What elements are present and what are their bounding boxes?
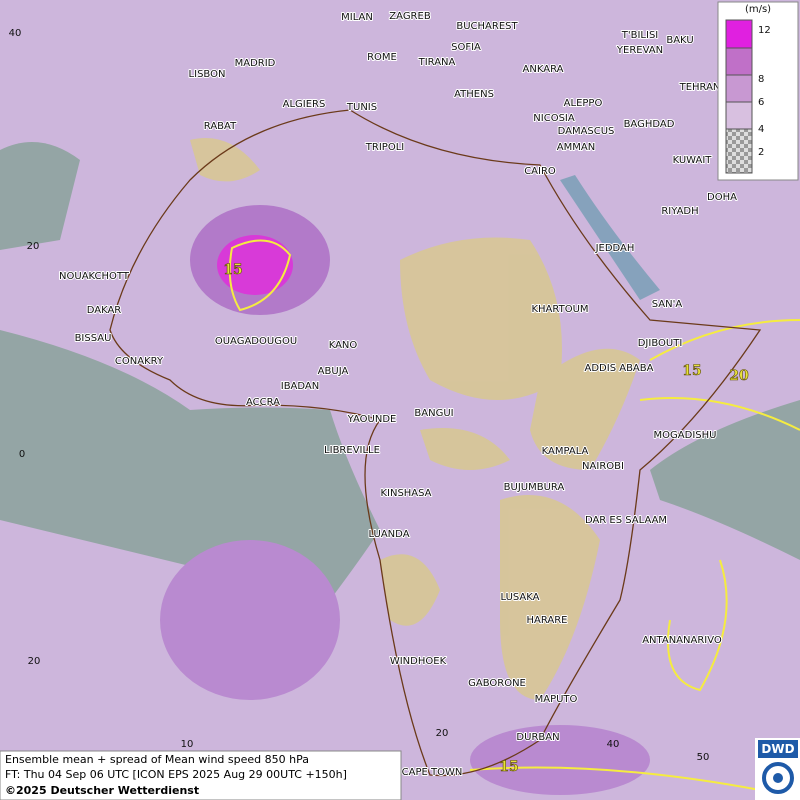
- city-label: TUNIS: [346, 102, 377, 113]
- city-label: NAIROBI: [582, 461, 624, 472]
- sea: [0, 142, 800, 600]
- land-relief: [190, 138, 640, 700]
- city-label: TIRANA: [418, 57, 456, 68]
- contour-label: 15: [682, 363, 701, 379]
- city-label: T'BILISI: [621, 30, 658, 41]
- city-label: ATHENS: [454, 89, 494, 100]
- footer: Ensemble mean + spread of Mean wind spee…: [0, 750, 402, 800]
- contour-label: 20: [729, 368, 749, 384]
- city-label: ALEPPO: [564, 98, 603, 109]
- city-label: WINDHOEK: [390, 656, 447, 667]
- city-label: AMMAN: [557, 142, 595, 153]
- city-label: MAPUTO: [535, 694, 578, 705]
- legend-level: 2: [758, 147, 764, 158]
- legend-level: 12: [758, 25, 771, 36]
- city-label: KUWAIT: [673, 155, 713, 166]
- city-label: LUANDA: [368, 529, 409, 540]
- city-label: ADDIS ABABA: [585, 363, 654, 374]
- city-label: NOUAKCHOTT: [59, 271, 130, 282]
- footer-copyright: ©2025 Deutscher Wetterdienst: [5, 784, 199, 797]
- city-label: BAGHDAD: [624, 119, 675, 130]
- city-label: DURBAN: [516, 732, 559, 743]
- city-label: KINSHASA: [380, 488, 431, 499]
- city-label: ALGIERS: [283, 99, 326, 110]
- city-label: OUAGADOUGOU: [215, 336, 297, 347]
- logo: DWD: [755, 738, 800, 800]
- logo-text: DWD: [761, 742, 794, 756]
- city-label: BUCHAREST: [456, 21, 518, 32]
- city-label: JEDDAH: [595, 243, 635, 254]
- city-label: SOFIA: [451, 42, 481, 53]
- city-label: RIYADH: [661, 206, 698, 217]
- legend-unit: (m/s): [745, 4, 771, 15]
- city-label: YEREVAN: [616, 45, 663, 56]
- city-label: HARARE: [526, 615, 567, 626]
- city-label: ZAGREB: [389, 11, 431, 22]
- city-label: DAMASCUS: [558, 126, 615, 137]
- city-label: SAN'A: [652, 299, 683, 310]
- legend-level: 8: [758, 74, 764, 85]
- city-label: ABUJA: [318, 366, 349, 377]
- latitude-label: 0: [19, 449, 25, 460]
- city-label: KHARTOUM: [531, 304, 588, 315]
- city-label: KANO: [329, 340, 358, 351]
- legend: (m/s) 12 8 6 4 2: [717, 1, 799, 181]
- city-label: BAKU: [666, 35, 693, 46]
- wind-high: [160, 205, 800, 795]
- longitude-label: 40: [607, 739, 620, 750]
- city-label: RABAT: [204, 121, 237, 132]
- longitude-label: 50: [697, 752, 710, 763]
- city-label: ROME: [367, 52, 397, 63]
- coastline: [109, 109, 762, 777]
- longitude-label: 20: [436, 728, 449, 739]
- city-label: ANKARA: [523, 64, 564, 75]
- city-label: NICOSIA: [533, 113, 575, 124]
- city-label: DAR ES SALAAM: [585, 515, 667, 526]
- city-label: DAKAR: [87, 305, 122, 316]
- latitude-label: 20: [28, 656, 41, 667]
- legend-level: 6: [758, 97, 764, 108]
- city-label: CAPE TOWN: [402, 767, 463, 778]
- city-label: BISSAU: [75, 333, 112, 344]
- footer-time: FT: Thu 04 Sep 06 UTC [ICON EPS 2025 Aug…: [5, 768, 347, 781]
- city-label: GABORONE: [468, 678, 526, 689]
- legend-level: 4: [758, 124, 764, 135]
- city-label: LISBON: [189, 69, 226, 80]
- city-label: CONAKRY: [115, 356, 164, 367]
- city-label: DJIBOUTI: [638, 338, 683, 349]
- city-label: BANGUI: [414, 408, 453, 419]
- city-label: MADRID: [235, 58, 276, 69]
- city-label: ANTANANARIVO: [642, 635, 722, 646]
- city-label: KAMPALA: [542, 446, 589, 457]
- latitude-label: 40: [9, 28, 22, 39]
- footer-title: Ensemble mean + spread of Mean wind spee…: [5, 753, 309, 766]
- city-label: CAIRO: [524, 166, 556, 177]
- city-label: TRIPOLI: [365, 142, 404, 153]
- city-label: LIBREVILLE: [324, 445, 380, 456]
- latitude-label: 20: [27, 241, 40, 252]
- city-label: IBADAN: [281, 381, 320, 392]
- city-label: TEHRAN: [679, 82, 721, 93]
- city-label: MILAN: [341, 12, 373, 23]
- contour-label: 15: [223, 262, 242, 278]
- longitude-label: 10: [181, 739, 194, 750]
- contour-label: 15: [499, 759, 518, 775]
- city-label: MOGADISHU: [654, 430, 717, 441]
- city-label: LUSAKA: [501, 592, 540, 603]
- city-label: ACCRA: [246, 397, 280, 408]
- city-label: BUJUMBURA: [504, 482, 565, 493]
- city-label: YAOUNDE: [347, 414, 397, 425]
- city-label: DOHA: [707, 192, 737, 203]
